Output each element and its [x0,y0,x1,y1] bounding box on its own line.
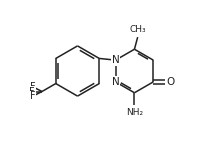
Text: F: F [30,91,36,101]
Text: F: F [30,82,36,92]
Text: N: N [112,55,119,65]
Text: NH₂: NH₂ [126,108,143,117]
Text: O: O [166,77,174,87]
Text: N: N [112,77,119,87]
Text: CH₃: CH₃ [130,25,147,34]
Text: F: F [29,86,35,97]
